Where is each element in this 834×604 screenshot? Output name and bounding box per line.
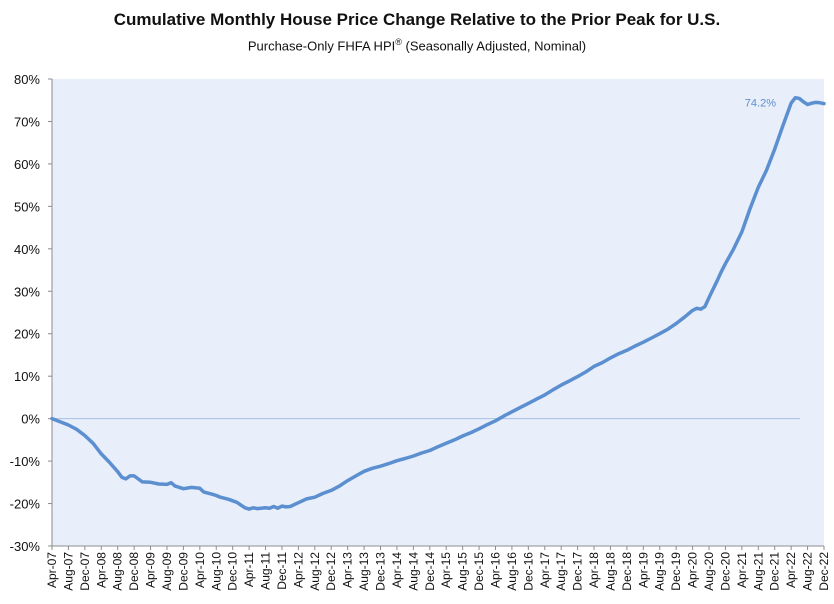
x-tick-label: Apr-09 [144, 552, 158, 588]
x-tick-label: Aug-16 [505, 552, 519, 591]
x-tick-label: Dec-19 [669, 552, 683, 591]
x-tick-label: Aug-15 [456, 552, 470, 591]
x-tick-label: Aug-18 [603, 552, 617, 591]
x-tick-label: Apr-11 [242, 552, 256, 587]
x-tick-label: Dec-11 [275, 552, 289, 590]
x-tick-label: Aug-20 [702, 552, 716, 591]
x-tick-label: Apr-17 [538, 552, 552, 588]
x-tick-label: Aug-12 [308, 552, 322, 591]
y-tick-label: 0% [21, 412, 40, 427]
subtitle-suffix: (Seasonally Adjusted, Nominal) [401, 38, 587, 54]
y-tick-label: 40% [14, 242, 40, 257]
x-tick-label: Apr-21 [735, 552, 749, 588]
x-tick-label: Apr-13 [341, 552, 355, 588]
subtitle-text: Purchase-Only FHFA HPI [247, 38, 396, 54]
x-tick-label: Aug-07 [61, 552, 75, 591]
y-tick-label: 70% [14, 114, 40, 129]
y-tick-label: 30% [14, 284, 40, 299]
x-tick-label: Apr-19 [636, 552, 650, 588]
y-tick-label: 50% [14, 199, 40, 214]
x-tick-label: Aug-10 [209, 552, 223, 591]
x-tick-label: Aug-13 [357, 552, 371, 591]
x-tick-label: Dec-21 [768, 552, 782, 591]
x-tick-label: Apr-14 [390, 552, 404, 588]
x-tick-label: Aug-09 [160, 552, 174, 591]
x-tick-label: Apr-22 [784, 552, 798, 588]
x-tick-label: Aug-21 [751, 552, 765, 591]
y-tick-label: 20% [14, 327, 40, 342]
chart-title: Cumulative Monthly House Price Change Re… [113, 10, 721, 29]
y-tick-label: 10% [14, 369, 40, 384]
registered-mark: ® [395, 37, 402, 47]
x-tick-label: Dec-16 [521, 552, 535, 591]
y-tick-label: 80% [14, 72, 40, 87]
x-tick-label: Aug-14 [406, 552, 420, 591]
x-tick-label: Dec-22 [817, 552, 831, 591]
series-layer [50, 95, 826, 511]
x-tick-label: Dec-14 [423, 552, 437, 591]
x-tick-label: Apr-07 [45, 552, 59, 588]
y-tick-label: -30% [10, 539, 41, 554]
x-tick-label: Dec-12 [324, 552, 338, 591]
x-tick-label: Dec-08 [127, 552, 141, 591]
x-tick-label: Dec-15 [472, 552, 486, 591]
x-tick-label: Dec-09 [176, 552, 190, 591]
series-line [50, 95, 826, 511]
x-tick-label: Aug-11 [259, 552, 273, 590]
y-tick-label: 60% [14, 157, 40, 172]
x-axis-ticks: Apr-07 Aug-07 Dec-07 Apr-08 Aug-08 Dec-08 Apr-… [45, 546, 831, 591]
x-tick-label: Apr-20 [686, 552, 700, 588]
x-tick-label: Dec-17 [571, 552, 585, 591]
x-tick-label: Apr-12 [291, 552, 305, 588]
x-tick-label: Dec-07 [78, 552, 92, 591]
x-tick-label: Aug-08 [111, 552, 125, 591]
x-tick-label: Aug-19 [653, 552, 667, 591]
x-tick-label: Aug-22 [801, 552, 815, 591]
chart-subtitle: Purchase-Only FHFA HPI® (Seasonally Adju… [0, 37, 834, 53]
x-tick-label: Dec-10 [226, 552, 240, 591]
x-tick-label: Dec-18 [620, 552, 634, 591]
x-tick-label: Apr-15 [439, 552, 453, 588]
x-tick-label: Apr-08 [94, 552, 108, 588]
x-tick-label: Dec-20 [718, 552, 732, 591]
data-label: 74.2% [745, 98, 776, 110]
plot-area [52, 79, 824, 546]
y-axis-ticks: -30% -20% -10% 0% 10% 20% 30% 40% 50% 60% 70% 80% [10, 72, 52, 554]
x-tick-label: Apr-16 [488, 552, 502, 588]
y-tick-label: -20% [10, 497, 41, 512]
axes [51, 79, 824, 547]
x-tick-label: Aug-17 [554, 552, 568, 591]
y-tick-label: -10% [10, 454, 41, 469]
annotation-layer: 74.2% [745, 98, 776, 110]
x-tick-label: Apr-18 [587, 552, 601, 588]
x-tick-label: Apr-10 [193, 552, 207, 588]
x-tick-label: Dec-13 [374, 552, 388, 591]
